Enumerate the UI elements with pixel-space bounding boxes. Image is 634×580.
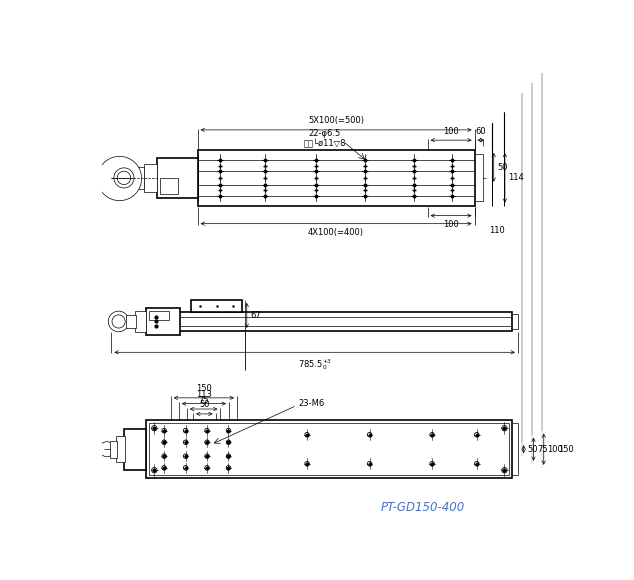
- Text: 150: 150: [196, 385, 212, 393]
- Text: 背面└ø11▽8: 背面└ø11▽8: [304, 139, 346, 148]
- Text: 67: 67: [250, 311, 261, 320]
- Text: 50: 50: [199, 400, 210, 409]
- Bar: [150, 423, 509, 475]
- Text: 110: 110: [489, 226, 505, 235]
- Bar: [110, 440, 117, 458]
- Text: 785.5$^{+3}_{0}$: 785.5$^{+3}_{0}$: [297, 357, 332, 372]
- Text: 75: 75: [198, 396, 209, 405]
- Bar: [146, 420, 512, 478]
- Text: 22-φ6.5: 22-φ6.5: [309, 129, 341, 138]
- Bar: [148, 311, 169, 320]
- Text: 100: 100: [443, 126, 459, 136]
- Bar: [198, 150, 474, 206]
- Text: 114: 114: [508, 173, 524, 182]
- Bar: [146, 312, 512, 331]
- Text: 150: 150: [558, 445, 573, 454]
- Text: 60: 60: [476, 126, 486, 136]
- Text: 113: 113: [196, 390, 212, 399]
- Text: 100: 100: [547, 445, 563, 454]
- Bar: [512, 423, 518, 475]
- Text: PT-GD150-400: PT-GD150-400: [381, 501, 465, 514]
- Bar: [512, 314, 518, 329]
- Text: 50: 50: [497, 163, 508, 172]
- Bar: [146, 309, 180, 335]
- Bar: [133, 167, 144, 188]
- Text: 4X100(=400): 4X100(=400): [308, 228, 364, 237]
- Text: 50: 50: [527, 445, 538, 454]
- Text: 5X100(=500): 5X100(=500): [308, 117, 364, 125]
- Bar: [474, 154, 482, 201]
- Bar: [160, 178, 178, 194]
- Bar: [144, 164, 157, 192]
- Bar: [191, 300, 242, 312]
- Text: 75: 75: [537, 445, 548, 454]
- Bar: [126, 315, 136, 328]
- Text: 100: 100: [443, 220, 459, 229]
- Bar: [135, 311, 146, 332]
- Bar: [157, 158, 198, 198]
- Text: 23-M6: 23-M6: [298, 398, 325, 408]
- Bar: [117, 436, 126, 462]
- Bar: [124, 429, 146, 470]
